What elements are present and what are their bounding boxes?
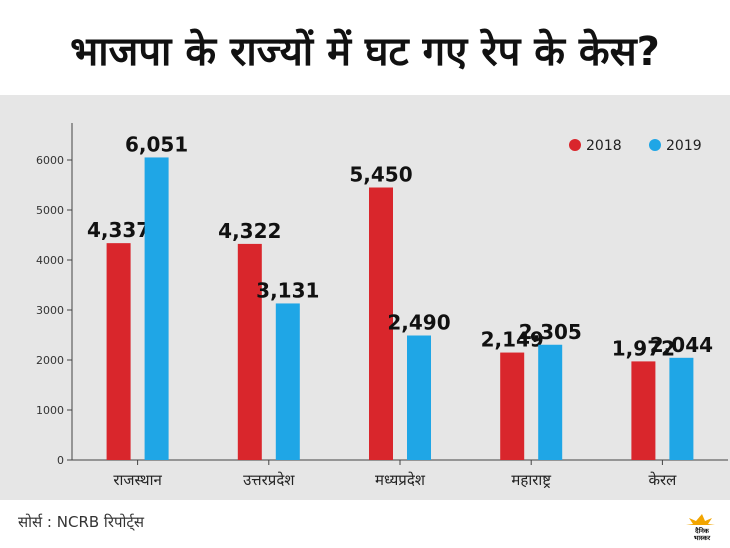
y-tick-label: 6000 — [36, 154, 64, 167]
data-label: 1,972 — [612, 336, 675, 360]
bar-2019 — [669, 357, 694, 460]
footer — [0, 500, 730, 548]
bar-2019 — [144, 157, 169, 460]
x-category-label: उत्तरप्रदेश — [243, 471, 295, 489]
data-label: 2,490 — [387, 311, 450, 335]
data-label: 6,051 — [125, 132, 188, 156]
bar-2018 — [500, 352, 525, 460]
y-tick-label: 1000 — [36, 404, 64, 417]
y-tick-label: 3000 — [36, 304, 64, 317]
legend-label: 2019 — [666, 138, 702, 154]
bar-2018 — [631, 361, 656, 460]
dainik-bhaskar-logo: दैनिक भास्कर — [684, 514, 720, 542]
legend-marker-2019 — [649, 139, 661, 151]
x-category-label: राजस्थान — [113, 471, 162, 489]
y-tick-label: 2000 — [36, 354, 64, 367]
data-label: 4,337 — [87, 218, 150, 242]
svg-text:भास्कर: भास्कर — [694, 534, 711, 542]
y-tick-label: 5000 — [36, 204, 64, 217]
bar-2019 — [538, 344, 563, 460]
source-note: सोर्स : NCRB रिपोर्ट्स — [18, 513, 145, 531]
bar-2018 — [237, 243, 262, 460]
data-label: 2,305 — [519, 320, 582, 344]
bar-2018 — [106, 243, 131, 460]
y-tick-label: 4000 — [36, 254, 64, 267]
x-category-label: मध्यप्रदेश — [375, 471, 426, 489]
data-label: 3,131 — [256, 278, 319, 302]
data-label: 4,322 — [218, 219, 281, 243]
header: भाजपा के राज्यों में घट गए रेप के केस? — [0, 0, 730, 95]
bar-2018 — [369, 187, 393, 460]
data-label: 5,450 — [349, 163, 412, 187]
bar-2019 — [407, 335, 431, 460]
bar-chart: 0 1000 2000 3000 4000 5000 6000 4,337 6,051 राजस्… — [36, 123, 728, 489]
x-category-label: महाराष्ट्र — [511, 471, 551, 489]
page-title: भाजपा के राज्यों में घट गए रेप के केस? — [70, 29, 660, 75]
legend-marker-2018 — [569, 139, 581, 151]
legend-label: 2018 — [586, 138, 622, 154]
svg-text:दैनिक: दैनिक — [694, 527, 710, 535]
data-label: 2,149 — [481, 328, 544, 352]
y-tick-label: 0 — [57, 454, 64, 467]
data-label: 2,044 — [650, 333, 713, 357]
x-category-label: केरल — [648, 471, 677, 489]
bar-2019 — [275, 303, 300, 460]
